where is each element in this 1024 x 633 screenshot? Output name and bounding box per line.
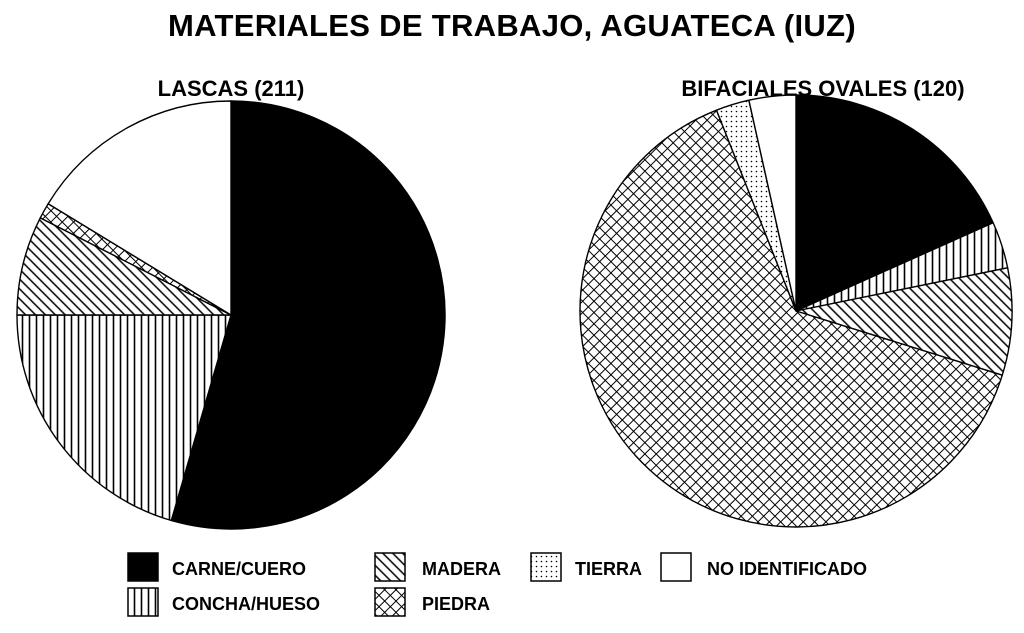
legend-item-madera: MADERA bbox=[374, 552, 501, 582]
legend-label: CARNE/CUERO bbox=[172, 559, 306, 579]
legend-item-noid: NO IDENTIFICADO bbox=[660, 552, 867, 582]
legend-swatch bbox=[127, 552, 159, 582]
legend-label: CONCHA/HUESO bbox=[172, 594, 320, 614]
pie-slice-noid bbox=[748, 94, 797, 312]
pie-slice-noid bbox=[47, 100, 232, 316]
legend-item-piedra: PIEDRA bbox=[374, 587, 490, 617]
legend-swatch bbox=[374, 587, 406, 617]
legend-item-concha: CONCHA/HUESO bbox=[127, 587, 320, 617]
pie-1: LASCAS (211) bbox=[16, 76, 446, 530]
legend-label: MADERA bbox=[422, 559, 501, 579]
legend-label: PIEDRA bbox=[422, 594, 490, 614]
legend-swatch bbox=[127, 587, 159, 617]
pie-slice-carne bbox=[170, 100, 446, 530]
legend: CARNE/CUERO CONCHA/HUESO MADERA PIEDRA TIERR… bbox=[127, 552, 867, 617]
legend-swatch bbox=[660, 552, 692, 582]
pie-2: BIFACIALES OVALES (120) bbox=[579, 76, 1013, 528]
legend-label: TIERRA bbox=[575, 559, 642, 579]
pie-title: LASCAS (211) bbox=[158, 76, 305, 101]
pie-slice-carne bbox=[795, 94, 994, 312]
pie-slice-madera bbox=[16, 217, 232, 316]
legend-label: NO IDENTIFICADO bbox=[707, 559, 867, 579]
legend-swatch bbox=[530, 552, 562, 582]
legend-item-tierra: TIERRA bbox=[530, 552, 642, 582]
legend-item-carne: CARNE/CUERO bbox=[127, 552, 306, 582]
pie-slice-concha bbox=[16, 314, 232, 522]
legend-swatch bbox=[374, 552, 406, 582]
pie-slice-madera bbox=[795, 267, 1013, 376]
figure-title: MATERIALES DE TRABAJO, AGUATECA (IUZ) bbox=[168, 8, 856, 43]
pie-slice-piedra bbox=[579, 109, 1003, 528]
